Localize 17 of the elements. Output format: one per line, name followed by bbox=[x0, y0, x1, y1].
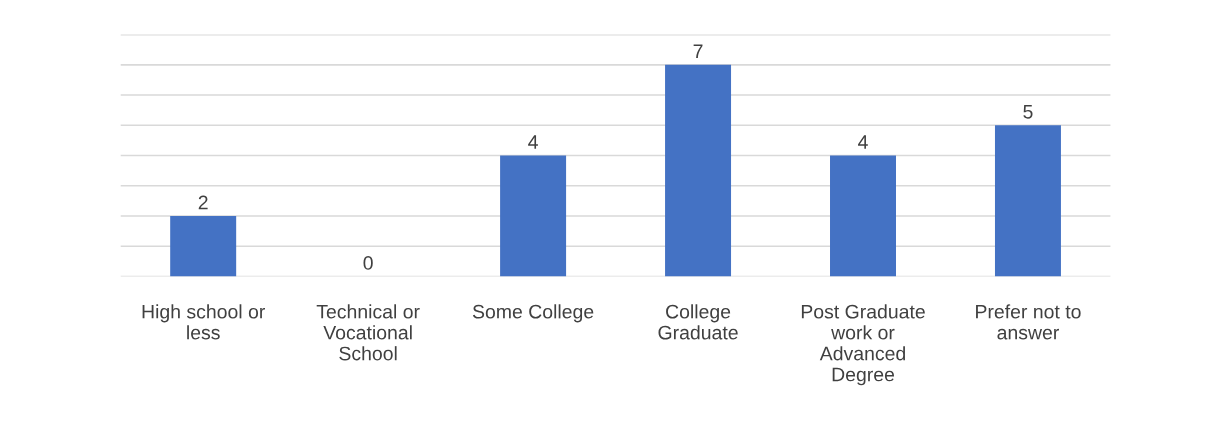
x-tick-label: Some College bbox=[472, 304, 594, 323]
data-label: 4 bbox=[528, 135, 538, 149]
data-label: 2 bbox=[198, 195, 208, 210]
x-tick-label: Post Graduate work or Advanced Degree bbox=[801, 304, 925, 386]
x-tick-label: High school or less bbox=[142, 304, 265, 340]
x-tick-label: College Graduate bbox=[658, 304, 738, 340]
data-label: 7 bbox=[693, 44, 703, 58]
bar bbox=[994, 125, 1061, 277]
data-label: 4 bbox=[858, 135, 868, 149]
bar bbox=[500, 155, 567, 277]
bar bbox=[170, 216, 237, 277]
data-label: 0 bbox=[363, 256, 373, 270]
bar bbox=[665, 64, 732, 277]
data-label: 5 bbox=[1023, 105, 1033, 119]
bar bbox=[830, 155, 896, 277]
x-tick-label: Technical or Vocational School bbox=[316, 304, 420, 361]
x-tick-label: Prefer not to answer bbox=[976, 304, 1081, 340]
